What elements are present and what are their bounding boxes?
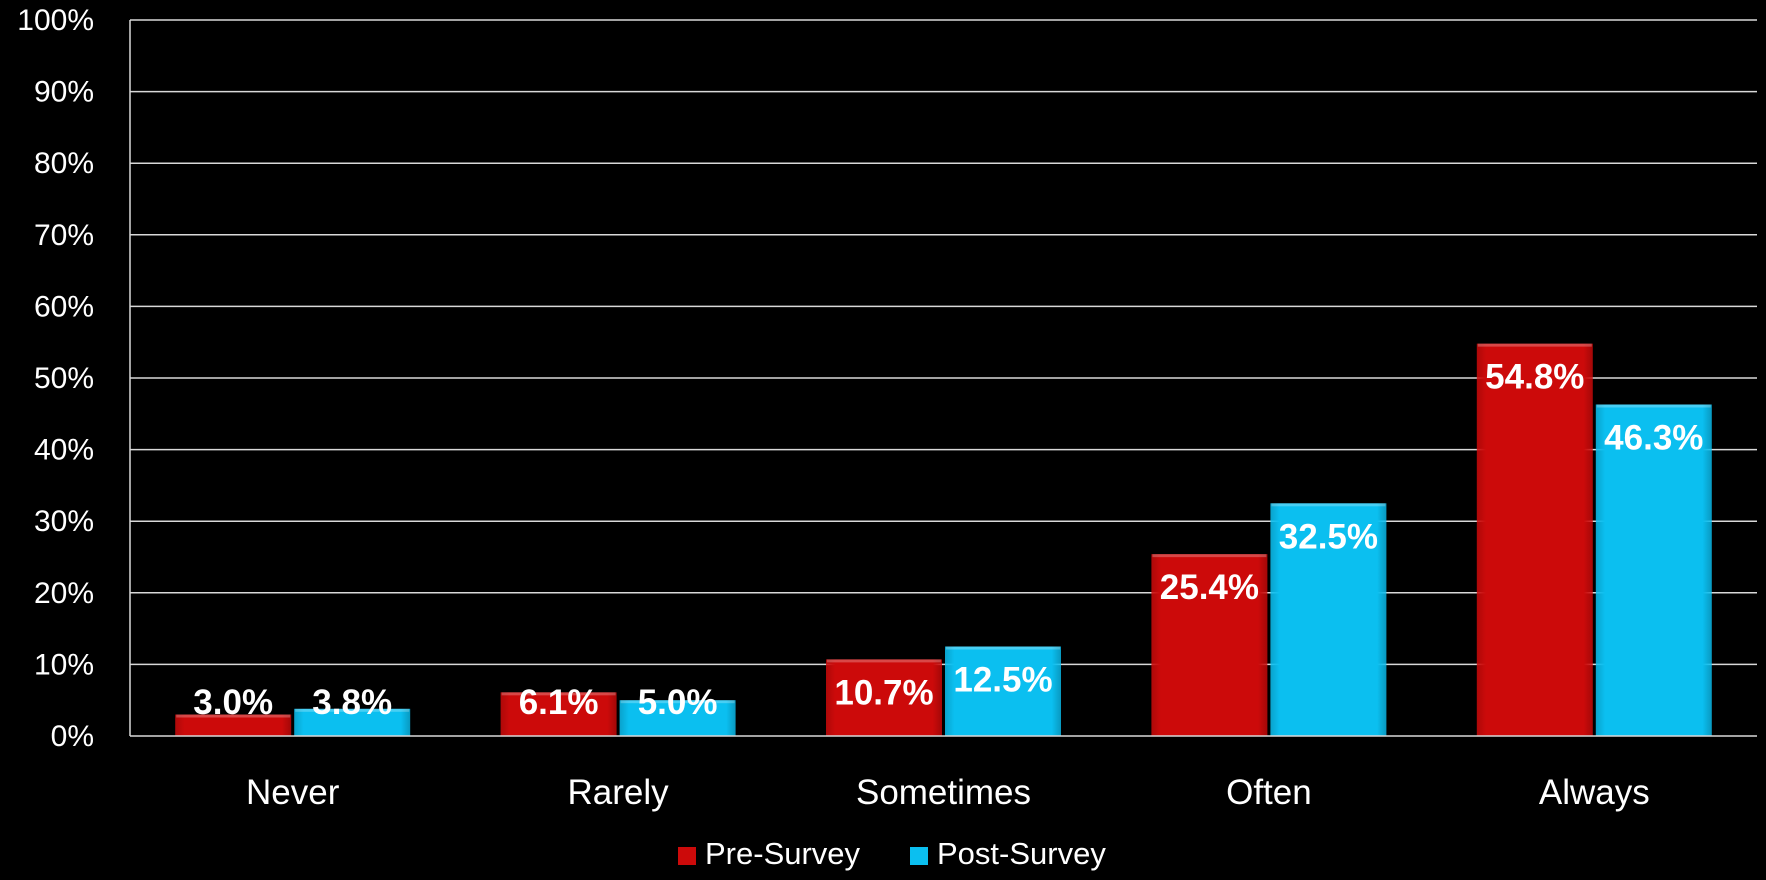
bar-highlight-pre-survey-always <box>1477 343 1592 347</box>
bar-highlight-pre-survey-sometimes <box>827 659 941 663</box>
x-category-label-always: Always <box>1539 773 1650 812</box>
y-tick-label-70: 70% <box>34 219 94 252</box>
bar-highlight-post-survey-rarely <box>620 700 735 704</box>
bar-pre-survey-sometimes <box>826 659 942 736</box>
data-label-pre-survey-always: 54.8% <box>1485 358 1584 397</box>
bar-highlight-post-survey-never <box>295 708 410 712</box>
bar-post-survey-never <box>294 708 411 736</box>
y-tick-label-60: 60% <box>34 290 94 323</box>
bar-highlight-pre-survey-often <box>1152 554 1267 558</box>
bar-pre-survey-rarely <box>500 692 617 736</box>
axes <box>129 20 1757 737</box>
data-label-post-survey-never: 3.8% <box>312 683 392 722</box>
bar-highlight-post-survey-often <box>1271 503 1386 507</box>
bar-highlight-pre-survey-never <box>176 714 291 718</box>
data-label-post-survey-sometimes: 12.5% <box>953 661 1052 700</box>
bar-highlight-post-survey-sometimes <box>946 646 1060 650</box>
y-tick-label-90: 90% <box>34 76 94 109</box>
legend-swatch-pre-survey <box>678 847 696 865</box>
y-tick-label-100: 100% <box>17 4 94 37</box>
data-label-post-survey-often: 32.5% <box>1279 517 1378 556</box>
bar-post-survey-rarely <box>619 700 736 736</box>
data-label-pre-survey-rarely: 6.1% <box>519 683 599 722</box>
legend-label-pre-survey: Pre-Survey <box>705 836 861 871</box>
legend-swatch-post-survey <box>910 847 928 865</box>
gridlines <box>130 19 1757 666</box>
x-category-label-never: Never <box>246 773 340 812</box>
y-tick-label-30: 30% <box>34 505 94 538</box>
data-labels: 3.0% 3.8% 6.1% 5.0% 10.7% 12.5% 25.4% 32.5% 54.8… <box>193 358 1703 722</box>
bar-pre-survey-never <box>175 714 292 736</box>
y-tick-label-20: 20% <box>34 577 94 610</box>
bar-post-survey-always <box>1595 404 1712 736</box>
x-category-label-rarely: Rarely <box>568 773 670 812</box>
legend-label-post-survey: Post-Survey <box>937 836 1106 871</box>
data-label-pre-survey-never: 3.0% <box>193 683 273 722</box>
y-tick-label-50: 50% <box>34 362 94 395</box>
bar-pre-survey-often <box>1151 554 1268 736</box>
bar-post-survey-often <box>1270 503 1387 736</box>
data-label-post-survey-rarely: 5.0% <box>638 683 718 722</box>
legend: Pre-Survey Post-Survey <box>678 836 1106 871</box>
y-tick-label-0: 0% <box>51 720 94 753</box>
y-tick-label-80: 80% <box>34 147 94 180</box>
bars <box>175 343 1712 736</box>
data-label-pre-survey-sometimes: 10.7% <box>834 673 933 712</box>
x-category-label-sometimes: Sometimes <box>856 773 1031 812</box>
x-axis-category-labels: Never Rarely Sometimes Often Always <box>246 773 1650 812</box>
bar-highlight-post-survey-always <box>1596 404 1711 408</box>
data-label-post-survey-always: 46.3% <box>1604 418 1703 457</box>
y-axis-tick-labels: 0% 10% 20% 30% 40% 50% 60% 70% 80% 90% 100% <box>17 4 94 753</box>
y-tick-label-40: 40% <box>34 434 94 467</box>
data-label-pre-survey-often: 25.4% <box>1160 568 1259 607</box>
bar-highlight-pre-survey-rarely <box>501 692 616 696</box>
x-category-label-often: Often <box>1226 773 1312 812</box>
bar-pre-survey-always <box>1476 343 1593 736</box>
y-tick-label-10: 10% <box>34 648 94 681</box>
bar-post-survey-sometimes <box>945 646 1061 736</box>
